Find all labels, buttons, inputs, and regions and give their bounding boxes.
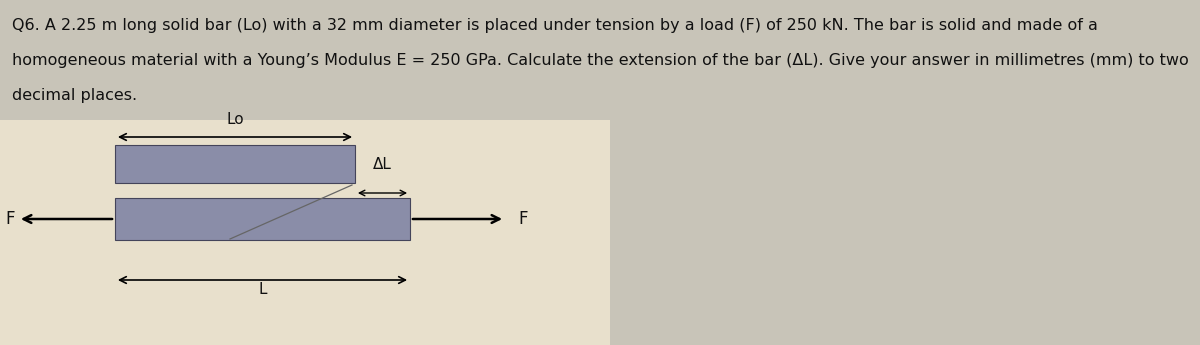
FancyBboxPatch shape xyxy=(0,120,610,345)
Text: L: L xyxy=(258,282,266,297)
Text: Q6. A 2.25 m long solid bar (Lo) with a 32 mm diameter is placed under tension b: Q6. A 2.25 m long solid bar (Lo) with a … xyxy=(12,18,1098,33)
Text: F: F xyxy=(518,210,528,228)
Text: Lo: Lo xyxy=(226,112,244,127)
FancyBboxPatch shape xyxy=(115,198,410,240)
Text: ΔL: ΔL xyxy=(372,157,391,172)
FancyBboxPatch shape xyxy=(115,145,355,183)
Text: F: F xyxy=(5,210,14,228)
Text: homogeneous material with a Young’s Modulus E = 250 GPa. Calculate the extension: homogeneous material with a Young’s Modu… xyxy=(12,53,1189,68)
Text: decimal places.: decimal places. xyxy=(12,88,137,103)
